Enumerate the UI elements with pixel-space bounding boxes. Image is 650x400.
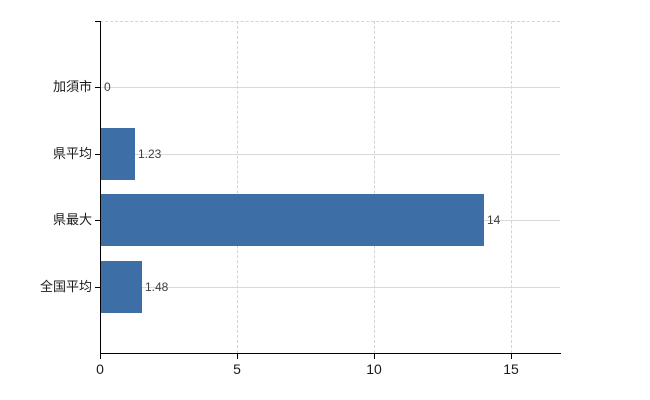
plot-top-border xyxy=(100,21,560,22)
horizontal-gridline xyxy=(100,154,560,155)
bar-value-label: 1.48 xyxy=(145,280,169,294)
category-label: 県平均 xyxy=(52,146,92,161)
bar-value-label: 1.23 xyxy=(138,147,162,161)
category-label: 全国平均 xyxy=(39,279,92,294)
horizontal-gridline xyxy=(100,87,560,88)
y-axis-line xyxy=(100,21,101,354)
category-label: 加須市 xyxy=(52,79,92,94)
bar xyxy=(101,128,135,180)
x-axis-tick xyxy=(237,354,238,359)
x-tick-label: 10 xyxy=(366,361,382,377)
y-axis-tick xyxy=(95,21,100,22)
vertical-gridline xyxy=(511,21,512,353)
bar xyxy=(101,261,142,313)
bar-value-label: 0 xyxy=(104,80,111,94)
x-axis-tick xyxy=(100,354,101,359)
y-axis-tick xyxy=(95,87,100,88)
vertical-gridline xyxy=(374,21,375,353)
y-axis-tick xyxy=(95,220,100,221)
x-tick-label: 15 xyxy=(503,361,519,377)
x-axis-tick xyxy=(374,354,375,359)
vertical-gridline xyxy=(237,21,238,353)
bar-value-label: 14 xyxy=(487,213,501,227)
category-label: 県最大 xyxy=(52,212,92,227)
bar xyxy=(101,194,484,246)
y-axis-tick xyxy=(95,154,100,155)
y-axis-tick xyxy=(95,287,100,288)
x-tick-label: 0 xyxy=(96,361,104,377)
x-axis-line xyxy=(100,353,561,354)
horizontal-gridline xyxy=(100,287,560,288)
x-tick-label: 5 xyxy=(233,361,241,377)
x-axis-tick xyxy=(511,354,512,359)
